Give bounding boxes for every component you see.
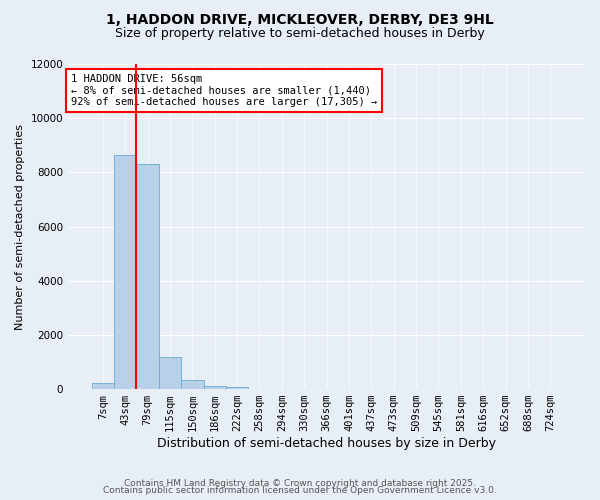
Y-axis label: Number of semi-detached properties: Number of semi-detached properties [15,124,25,330]
Bar [114,155,136,389]
Bar [136,164,159,389]
Bar [226,387,248,389]
Text: 1, HADDON DRIVE, MICKLEOVER, DERBY, DE3 9HL: 1, HADDON DRIVE, MICKLEOVER, DERBY, DE3 … [106,12,494,26]
Text: 1 HADDON DRIVE: 56sqm
← 8% of semi-detached houses are smaller (1,440)
92% of se: 1 HADDON DRIVE: 56sqm ← 8% of semi-detac… [71,74,377,107]
Text: Contains public sector information licensed under the Open Government Licence v3: Contains public sector information licen… [103,486,497,495]
Text: Size of property relative to semi-detached houses in Derby: Size of property relative to semi-detach… [115,28,485,40]
Bar [159,356,181,389]
Text: Contains HM Land Registry data © Crown copyright and database right 2025.: Contains HM Land Registry data © Crown c… [124,478,476,488]
Bar [181,380,203,389]
Bar [92,384,114,389]
Bar [203,386,226,389]
X-axis label: Distribution of semi-detached houses by size in Derby: Distribution of semi-detached houses by … [157,437,496,450]
